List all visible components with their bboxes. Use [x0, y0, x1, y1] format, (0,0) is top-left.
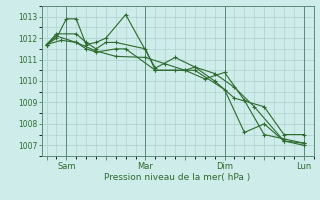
X-axis label: Pression niveau de la mer( hPa ): Pression niveau de la mer( hPa ): [104, 173, 251, 182]
